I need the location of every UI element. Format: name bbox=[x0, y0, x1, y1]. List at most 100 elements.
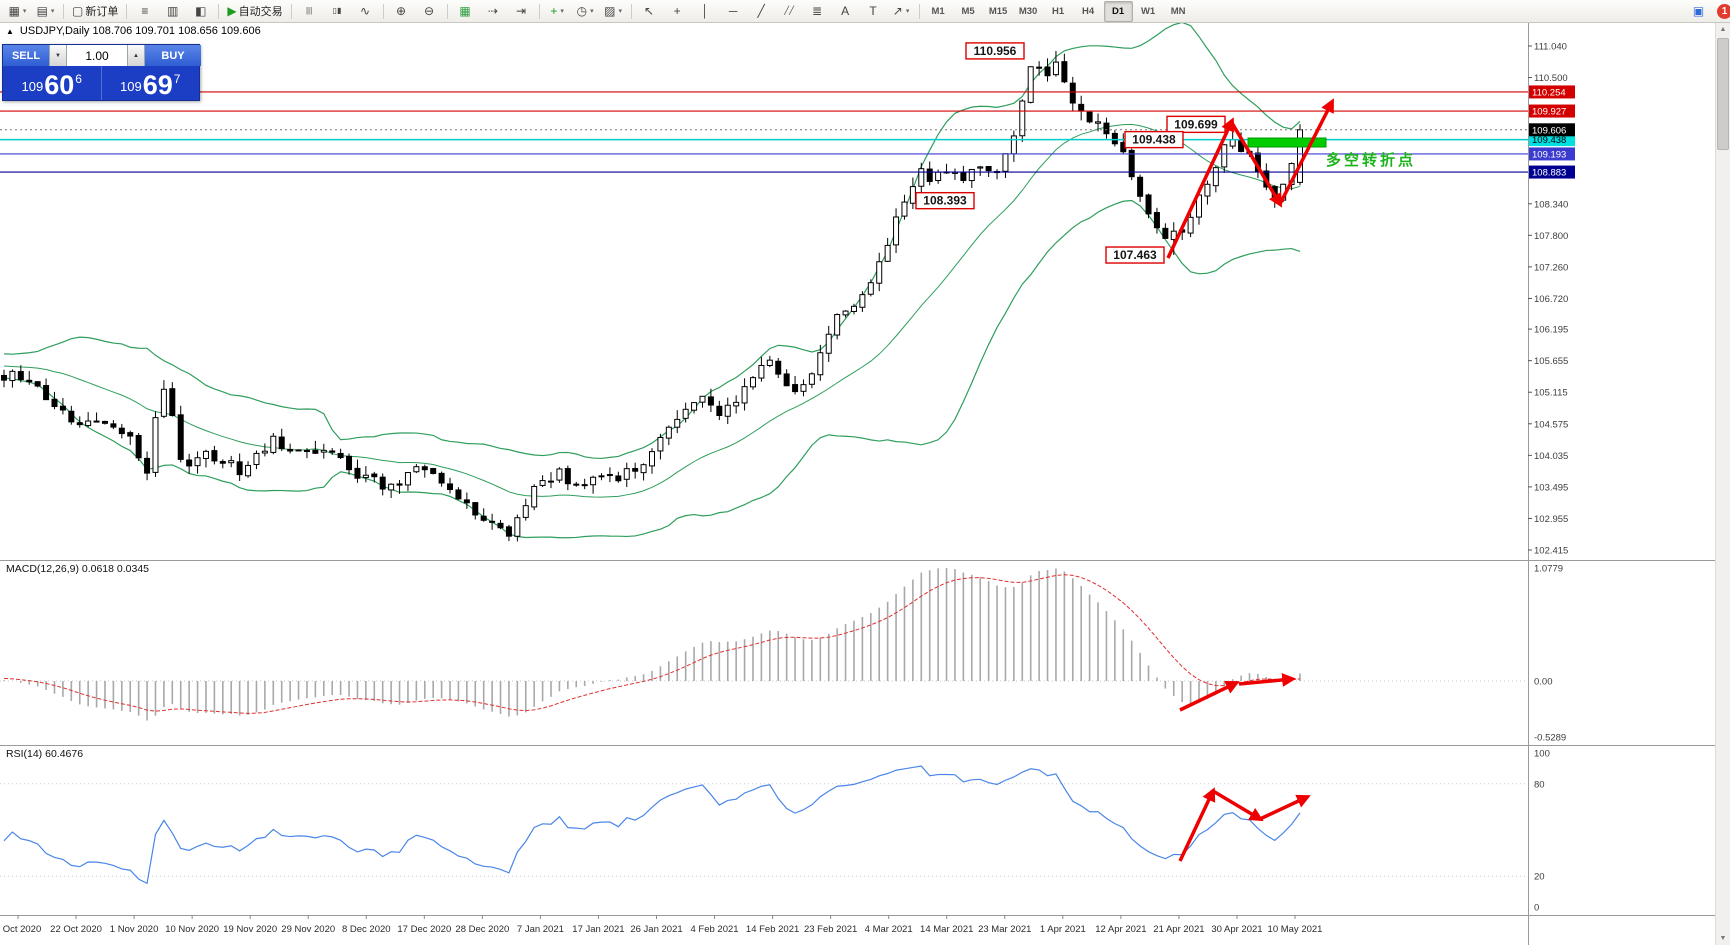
notification-badge[interactable]: 1 bbox=[1717, 3, 1730, 19]
buy-price[interactable]: 109 69 7 bbox=[102, 66, 200, 100]
price-callout-110.956[interactable] bbox=[965, 42, 1025, 60]
candles-view-icon: ▯▮ bbox=[332, 6, 342, 15]
periods-button[interactable]: ◷ ▾ bbox=[572, 1, 599, 22]
svg-text:102.415: 102.415 bbox=[1534, 546, 1568, 557]
new-chart-button[interactable]: ▦ ▾ bbox=[4, 1, 31, 22]
main-toolbar: ▦ ▾ ▤ ▾ ▢ 新订单 ≡ ▥ ◧ ▶ 自动交易 ||| ▯▮ ∿ ⊕ ⊖ ▦ ⇢ ⇥ + ▾ ◷ ▾ ▨ ▾ ↖ + │ ─ ╱ ╱╱… bbox=[0, 0, 1730, 23]
turning-point-text: 多空转折点 bbox=[1326, 151, 1416, 169]
vertical-line-button[interactable]: │ bbox=[692, 1, 719, 22]
svg-text:22 Oct 2020: 22 Oct 2020 bbox=[50, 924, 102, 935]
date-axis[interactable]: 3 Oct 2020 22 Oct 2020 1 Nov 2020 10 Nov 20… bbox=[0, 915, 1322, 935]
timeframe-mn-button[interactable]: MN bbox=[1170, 5, 1186, 17]
price-callout-109.438[interactable] bbox=[1124, 130, 1184, 149]
timeframe-h1-button[interactable]: H1 bbox=[1052, 5, 1065, 17]
rsi-trend-arrow[interactable] bbox=[1212, 789, 1264, 822]
tile-windows-button[interactable]: ▦ bbox=[452, 1, 479, 22]
data-window-button[interactable]: ▥ bbox=[159, 1, 186, 22]
indicators-button[interactable]: + ▾ bbox=[544, 1, 571, 22]
svg-text:109.699: 109.699 bbox=[1174, 117, 1218, 131]
zoom-in-button[interactable]: ⊕ bbox=[388, 1, 415, 22]
buy-button[interactable]: BUY bbox=[145, 45, 201, 66]
horizontal-lines[interactable] bbox=[0, 91, 1528, 173]
horizontal-line-button[interactable]: ─ bbox=[720, 1, 747, 22]
svg-text:10 May 2021: 10 May 2021 bbox=[1268, 924, 1323, 935]
symbol-ohlc-text: USDJPY,Daily 108.706 109.701 108.656 109… bbox=[19, 25, 261, 37]
templates-button[interactable]: ▨ ▾ bbox=[600, 1, 627, 22]
profiles-button[interactable]: ▤ ▾ bbox=[32, 1, 59, 22]
toolbar-separator bbox=[538, 3, 540, 19]
main-trend-arrow[interactable] bbox=[1166, 117, 1235, 259]
fibonacci-icon: ≣ bbox=[812, 4, 823, 18]
text-button[interactable]: A bbox=[832, 1, 859, 22]
svg-text:107.463: 107.463 bbox=[1113, 248, 1157, 262]
market-watch-button[interactable]: ≡ bbox=[131, 1, 158, 22]
annotations[interactable]: 110.956 109.699 109.438 108.393 107.463 多空转折点 bbox=[915, 42, 1416, 862]
volume-down-button[interactable]: ▼ bbox=[49, 45, 67, 66]
toolbar-separator bbox=[218, 3, 220, 19]
scroll-down-icon[interactable]: ▼ bbox=[1719, 934, 1727, 942]
bars-view-button[interactable]: ||| bbox=[296, 1, 323, 22]
toolbar-separator bbox=[63, 3, 64, 19]
svg-text:19 Nov 2020: 19 Nov 2020 bbox=[223, 924, 277, 935]
rsi-panel bbox=[3, 765, 1301, 885]
line-view-button[interactable]: ∿ bbox=[352, 1, 379, 22]
timeframe-m5-button[interactable]: M5 bbox=[961, 5, 975, 17]
svg-text:3 Oct 2020: 3 Oct 2020 bbox=[0, 924, 41, 935]
volume-input[interactable] bbox=[67, 45, 127, 66]
crosshair-icon: + bbox=[673, 4, 681, 18]
timeframe-w1-button[interactable]: W1 bbox=[1140, 5, 1156, 17]
main-trend-arrow[interactable] bbox=[1230, 122, 1283, 208]
sell-price[interactable]: 109 60 6 bbox=[3, 66, 102, 100]
dropdown-caret-icon: ▾ bbox=[560, 8, 564, 15]
svg-text:21 Apr 2021: 21 Apr 2021 bbox=[1153, 924, 1204, 935]
timeframe-m1-button[interactable]: M1 bbox=[931, 5, 945, 17]
one-click-toggle-icon[interactable]: ▲ bbox=[6, 26, 14, 36]
price-callout-107.463[interactable] bbox=[1105, 246, 1165, 264]
vertical-line-icon: │ bbox=[701, 4, 709, 18]
macd-trend-arrow[interactable] bbox=[1179, 680, 1240, 712]
vertical-scrollbar[interactable]: ▲ ▼ bbox=[1715, 22, 1730, 945]
crosshair-button[interactable]: + bbox=[664, 1, 691, 22]
chart-ohlc-readout: ▲ USDJPY,Daily 108.706 109.701 108.656 1… bbox=[6, 25, 261, 37]
tile-windows-icon: ▦ bbox=[459, 4, 471, 18]
scroll-up-icon[interactable]: ▲ bbox=[1719, 25, 1727, 33]
chart-shift-button[interactable]: ⇥ bbox=[508, 1, 535, 22]
autotrading-button[interactable]: ▶ 自动交易 bbox=[223, 1, 286, 22]
rsi-trend-arrow[interactable] bbox=[1259, 794, 1311, 821]
main-trend-arrow[interactable] bbox=[1278, 98, 1334, 205]
chart-canvas[interactable]: 111.040 110.500 108.340 107.800 107.260 106.7… bbox=[0, 22, 1716, 945]
label-button[interactable]: T bbox=[860, 1, 887, 22]
timeframe-d1-button[interactable]: D1 bbox=[1103, 0, 1133, 22]
zoom-out-button[interactable]: ⊖ bbox=[416, 1, 443, 22]
macd-trend-arrow[interactable] bbox=[1238, 672, 1297, 687]
timeframe-h4-button[interactable]: H4 bbox=[1082, 5, 1095, 17]
arrows-button[interactable]: ↗ ▾ bbox=[888, 1, 915, 22]
timeframe-m30-button[interactable]: M30 bbox=[1018, 5, 1038, 17]
navigator-button[interactable]: ◧ bbox=[187, 1, 214, 22]
trendline-button[interactable]: ╱ bbox=[748, 1, 775, 22]
indicator-axis[interactable]: 1.0779 0.00 -0.5289 100 80 20 0 bbox=[1534, 564, 1566, 914]
green-zone-rectangle[interactable] bbox=[1247, 137, 1327, 148]
cursor-button[interactable]: ↖ bbox=[636, 1, 663, 22]
sell-button[interactable]: SELL bbox=[3, 45, 49, 66]
new-order-button[interactable]: ▢ 新订单 bbox=[68, 1, 122, 22]
svg-text:109.193: 109.193 bbox=[1532, 149, 1566, 160]
price-axis[interactable]: 111.040 110.500 108.340 107.800 107.260 106.7… bbox=[1528, 42, 1575, 557]
svg-text:80: 80 bbox=[1534, 780, 1545, 791]
svg-text:0.00: 0.00 bbox=[1534, 677, 1553, 688]
fibonacci-button[interactable]: ≣ bbox=[804, 1, 831, 22]
autotrading-icon: ▶ bbox=[227, 4, 237, 18]
auto-scroll-button[interactable]: ⇢ bbox=[480, 1, 507, 22]
toolbar-separator bbox=[290, 3, 292, 19]
timeframe-m15-button[interactable]: M15 bbox=[988, 5, 1008, 17]
candles-view-button[interactable]: ▯▮ bbox=[324, 1, 351, 22]
toolbar-separator bbox=[918, 3, 920, 19]
scrollbar-thumb[interactable] bbox=[1717, 38, 1729, 150]
channel-button[interactable]: ╱╱ bbox=[776, 1, 803, 22]
price-callout-108.393[interactable] bbox=[915, 191, 975, 210]
svg-text:1.0779: 1.0779 bbox=[1534, 564, 1563, 575]
volume-up-button[interactable]: ▲ bbox=[127, 45, 145, 66]
svg-text:104.035: 104.035 bbox=[1534, 451, 1568, 462]
rsi-trend-arrow[interactable] bbox=[1178, 787, 1216, 862]
community-button[interactable]: ▣ bbox=[1685, 1, 1712, 22]
